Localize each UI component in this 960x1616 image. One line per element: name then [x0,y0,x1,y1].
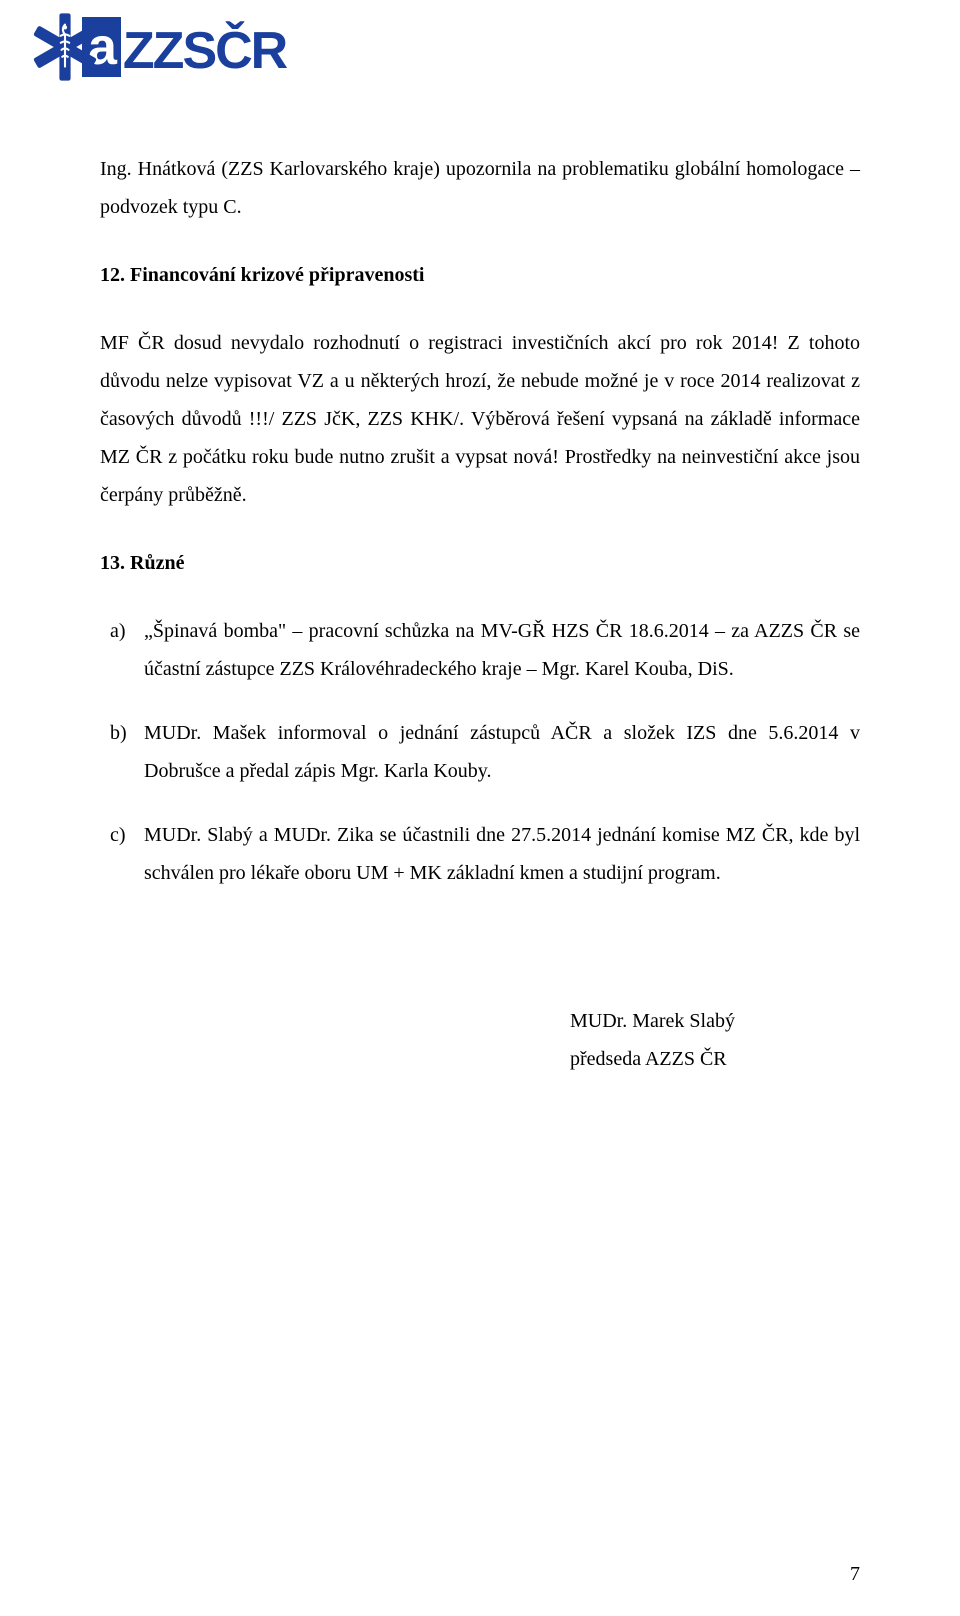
intro-paragraph: Ing. Hnátková (ZZS Karlovarského kraje) … [100,150,860,226]
list-item: c) MUDr. Slabý a MUDr. Zika se účastnili… [100,816,860,892]
signature-title: předseda AZZS ČR [570,1040,860,1078]
list-body: MUDr. Slabý a MUDr. Zika se účastnili dn… [144,816,860,892]
list-body: MUDr. Mašek informoval o jednání zástupc… [144,714,860,790]
list-marker: c) [100,816,144,892]
page-number: 7 [850,1563,860,1586]
signature-name: MUDr. Marek Slabý [570,1002,860,1040]
section-13-heading: 13. Různé [100,544,860,582]
logo-text: a ZZSČR [82,17,286,77]
document-page: a ZZSČR Ing. Hnátková (ZZS Karlovarského… [0,0,960,1616]
logo: a ZZSČR [30,12,286,82]
logo-rest: ZZSČR [123,25,286,77]
section-13-list: a) „Špinavá bomba" – pracovní schůzka na… [100,612,860,892]
section-12-heading: 12. Financování krizové připravenosti [100,256,860,294]
document-body: Ing. Hnátková (ZZS Karlovarského kraje) … [100,150,860,1078]
list-body: „Špinavá bomba" – pracovní schůzka na MV… [144,612,860,688]
list-marker: a) [100,612,144,688]
signature-block: MUDr. Marek Slabý předseda AZZS ČR [570,1002,860,1078]
list-item: a) „Špinavá bomba" – pracovní schůzka na… [100,612,860,688]
list-marker: b) [100,714,144,790]
star-of-life-icon [30,12,100,82]
list-item: b) MUDr. Mašek informoval o jednání zást… [100,714,860,790]
section-12-body: MF ČR dosud nevydalo rozhodnutí o regist… [100,324,860,514]
